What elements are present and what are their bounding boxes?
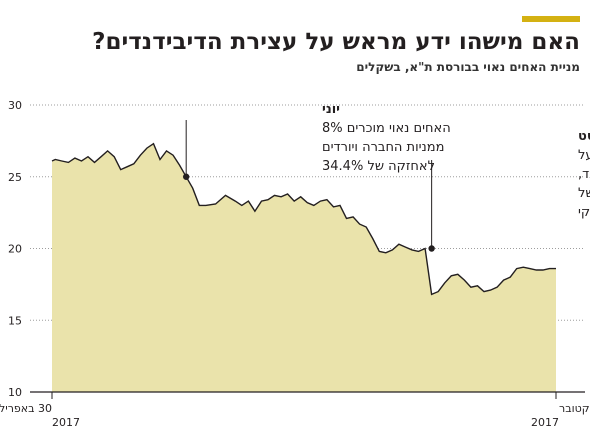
y-tick-label: 10 (8, 386, 22, 399)
y-tick-label: 20 (8, 243, 22, 256)
annotation-heading-august: אוגוסט (578, 129, 590, 144)
x-tick-label: 30 באפריל (0, 402, 52, 415)
header-accent-bar (522, 16, 580, 22)
annotation-text-june: לאחזקה של 34.4% (322, 159, 435, 174)
chart-title: האם מישהו ידע מראש על עצירת הדיבידנדים? (92, 29, 580, 55)
annotation-heading-june: יוני (322, 102, 340, 117)
x-tick-year: 2017 (52, 416, 80, 429)
axes: 30 באפריל20171 באוקטובר2017 (0, 391, 590, 429)
x-tick-year: 2017 (531, 416, 559, 429)
gridlines: 10 15 20 25 30 (8, 99, 585, 399)
price-area-fill (52, 143, 556, 392)
chart-subtitle: מניית האחים נאוי בבורסת ת"א, בשקלים (356, 60, 580, 74)
annotation-dot-august (428, 245, 435, 252)
annotations: יוני האחים נאוי מוכרים 8% ממניות החברה ויו… (182, 102, 590, 252)
y-tick-label: 15 (8, 314, 22, 327)
y-tick-label: 30 (8, 99, 22, 112)
x-tick-label: 1 באוקטובר (559, 402, 590, 415)
annotation-dot-june (182, 173, 190, 180)
annotation-text-august: ביטול מדיניות הדיבידנד, (578, 167, 590, 182)
annotation-text-august: שכוללת חלוקה של (578, 186, 590, 201)
annotation-text-june: ממניות החברה ויורדים (322, 140, 444, 155)
annotation-text-june: האחים נאוי מוכרים 8% (322, 121, 451, 136)
y-tick-label: 25 (8, 171, 22, 184)
annotation-text-august: 25%–50% מהרווח הנקי (578, 205, 590, 220)
annotation-text-august: החברה מודיעה על (578, 148, 590, 163)
price-line (51, 142, 556, 296)
